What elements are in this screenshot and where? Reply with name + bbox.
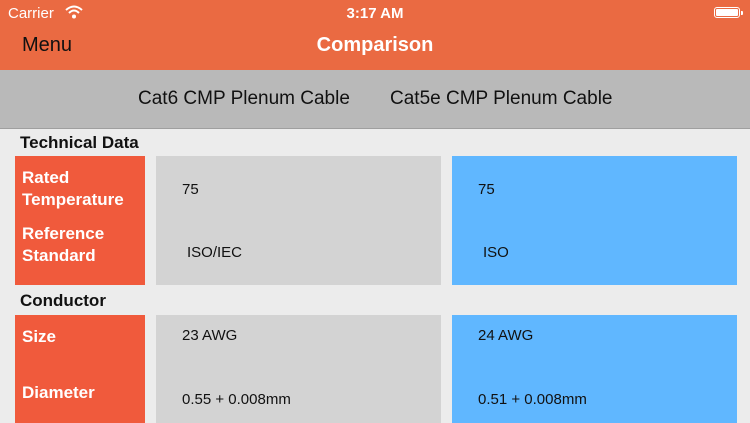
battery-icon [714,7,743,18]
section-header-technical-data: Technical Data [0,129,750,156]
row-label-reference-standard: Reference Standard [22,224,105,265]
section-title: Technical Data [20,133,139,152]
product-name-1: Cat6 CMP Plenum Cable [138,88,350,109]
row-label-size: Size [22,327,57,346]
cell-value: 23 AWG [182,327,238,344]
row-label-diameter: Diameter [22,383,95,402]
product1-column-conductor: 23 AWG 0.55 + 0.008mm [156,315,441,423]
product2-column-conductor: 24 AWG 0.51 + 0.008mm [452,315,737,423]
product-header: Cat6 CMP Plenum Cable Cat5e CMP Plenum C… [0,70,750,129]
product1-column-technical-data: 75 ISO/IEC [156,156,441,285]
cell-value: ISO/IEC [187,244,243,261]
cell-value: 24 AWG [478,327,534,344]
cell-value: ISO [483,244,509,261]
product-name-2: Cat5e CMP Plenum Cable [390,88,613,109]
page-title: Comparison [316,34,434,56]
section-header-conductor: Conductor [0,287,750,314]
status-time: 3:17 AM [346,5,404,22]
wifi-icon [65,5,83,19]
label-column-technical-data: Rated Temperature Reference Standard [15,156,145,285]
menu-button[interactable]: Menu [22,34,73,56]
cell-value: 0.55 + 0.008mm [182,391,291,408]
product2-column-technical-data: 75 ISO [452,156,737,285]
carrier-label: Carrier [8,5,54,22]
row-label-rated-temperature: Rated Temperature [22,168,124,209]
cell-value: 75 [478,181,495,198]
status-bar: Carrier 3:17 AM [0,0,750,28]
nav-bar: Carrier 3:17 AM Menu Comparison [0,0,750,70]
section-title: Conductor [20,291,106,310]
cell-value: 75 [182,181,199,198]
label-column-conductor: Size Diameter [15,315,145,423]
cell-value: 0.51 + 0.008mm [478,391,587,408]
